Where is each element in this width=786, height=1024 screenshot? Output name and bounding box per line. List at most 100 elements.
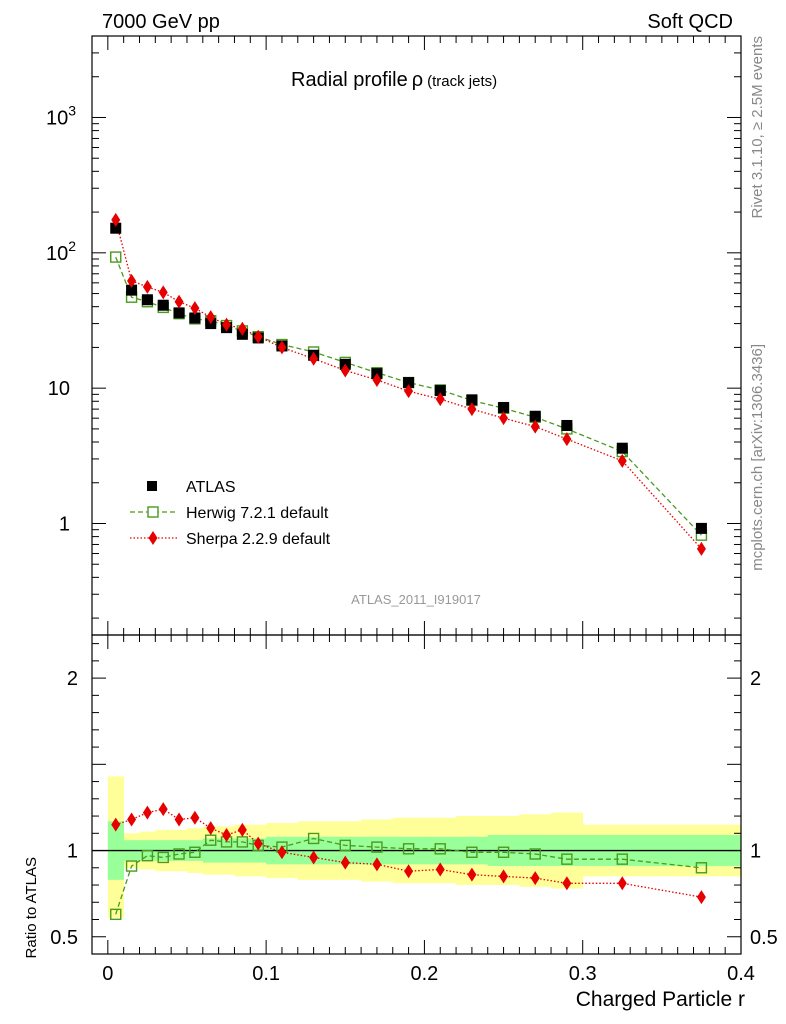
legend-herwig-label: Herwig 7.2.1 default bbox=[186, 505, 329, 522]
herwig-ratio-point bbox=[110, 908, 122, 921]
atlas-point bbox=[695, 522, 707, 534]
y-tick-label: 103 bbox=[46, 102, 76, 129]
sherpa-point bbox=[309, 351, 319, 366]
atlas-point bbox=[466, 394, 478, 406]
atlas-point bbox=[434, 385, 446, 397]
x-tick-label: 0.3 bbox=[569, 963, 597, 985]
herwig-ratio-point bbox=[616, 853, 628, 865]
sherpa-point bbox=[158, 285, 168, 300]
sherpa-ratio-point bbox=[404, 864, 414, 879]
legend-atlas-label: ATLAS bbox=[186, 479, 236, 496]
sherpa-ratio-point bbox=[435, 862, 445, 877]
herwig-ratio-point bbox=[141, 850, 154, 862]
sherpa-ratio-point bbox=[340, 855, 350, 870]
sherpa-point bbox=[142, 279, 152, 294]
ratio-plot-panel: 2 21 10.5 0.5 0 0.1 0.2 0.3 0.4 Ratio to ATLAS … bbox=[23, 634, 778, 1011]
atlas-point bbox=[403, 377, 415, 389]
process-label: Soft QCD bbox=[647, 11, 733, 33]
ratio-y-tick-label-right: 0.5 bbox=[750, 927, 778, 949]
sherpa-ratio-point bbox=[309, 850, 319, 865]
sherpa-ratio-point bbox=[372, 857, 382, 872]
ratio-y-tick-label: 2 bbox=[67, 668, 78, 690]
sherpa-point bbox=[206, 310, 216, 325]
ratio-y-tick-label: 0.5 bbox=[50, 927, 78, 949]
sherpa-ratio-point bbox=[237, 822, 247, 837]
x-tick-label: 0.2 bbox=[411, 963, 439, 985]
sherpa-point bbox=[404, 384, 414, 399]
atlas-point bbox=[173, 307, 185, 319]
sherpa-ratio-point bbox=[142, 805, 152, 820]
legend-sherpa-marker bbox=[148, 531, 158, 545]
sherpa-ratio-point bbox=[467, 867, 477, 882]
herwig-ratio-point bbox=[125, 860, 138, 872]
plot-title: Radial profile ρ (track jets) bbox=[291, 69, 497, 91]
sherpa-ratio-point bbox=[530, 871, 540, 886]
y-tick-label: 102 bbox=[46, 238, 76, 265]
sherpa-ratio-point bbox=[206, 821, 216, 836]
legend-sherpa-label: Sherpa 2.2.9 default bbox=[186, 531, 331, 548]
herwig-ratio-point bbox=[561, 853, 573, 865]
ratio-y-axis-label: Ratio to ATLAS bbox=[23, 857, 40, 958]
mcplots-reference-label: mcplots.cern.ch [arXiv:1306.3436] bbox=[749, 344, 766, 571]
herwig-ratio-point bbox=[529, 848, 541, 860]
ratio-y-tick-label-right: 2 bbox=[750, 668, 761, 690]
sherpa-ratio-point bbox=[127, 812, 137, 827]
sherpa-ratio-point bbox=[562, 876, 572, 891]
x-axis-label: Charged Particle r bbox=[576, 988, 745, 1011]
sherpa-ratio-point bbox=[253, 836, 263, 851]
sherpa-point bbox=[435, 392, 445, 407]
sherpa-point bbox=[562, 432, 572, 447]
herwig-ratio-point bbox=[497, 846, 510, 858]
sherpa-point bbox=[127, 273, 137, 288]
rivet-version-label: Rivet 3.1.10, ≥ 2.5M events bbox=[749, 36, 766, 219]
atlas-point bbox=[561, 419, 573, 431]
atlas-point bbox=[157, 299, 169, 311]
sherpa-point bbox=[190, 301, 200, 316]
herwig-ratio-point bbox=[339, 839, 351, 852]
sherpa-ratio-line bbox=[115, 808, 702, 898]
herwig-point bbox=[110, 251, 122, 263]
herwig-ratio-point bbox=[307, 832, 320, 845]
sherpa-ratio-point bbox=[174, 812, 184, 827]
sherpa-point bbox=[253, 329, 263, 344]
herwig-ratio-point bbox=[236, 836, 249, 848]
herwig-ratio-point bbox=[695, 862, 708, 874]
herwig-ratio-point bbox=[371, 841, 383, 853]
sherpa-ratio-point bbox=[499, 869, 509, 884]
y-tick-label: 10 bbox=[48, 378, 70, 400]
legend: ATLAS Herwig 7.2.1 default Sherpa 2.2.9 … bbox=[130, 479, 331, 548]
sherpa-ratio-point bbox=[277, 845, 287, 860]
sherpa-point bbox=[372, 372, 382, 387]
sherpa-point bbox=[237, 321, 247, 336]
energy-label: 7000 GeV pp bbox=[102, 11, 220, 33]
sherpa-point bbox=[277, 340, 287, 355]
sherpa-point bbox=[617, 453, 627, 468]
legend-atlas-marker bbox=[147, 481, 157, 491]
ratio-y-tick-label-right: 1 bbox=[750, 841, 761, 863]
herwig-ratio-point bbox=[173, 848, 185, 860]
analysis-id-label: ATLAS_2011_I919017 bbox=[351, 592, 481, 607]
ratio-plot-frame bbox=[91, 634, 742, 955]
y-tick-label: 1 bbox=[59, 513, 70, 535]
sherpa-point bbox=[174, 294, 184, 309]
herwig-ratio-point bbox=[189, 846, 201, 858]
x-tick-label: 0 bbox=[102, 963, 113, 985]
herwig-ratio-point bbox=[434, 843, 446, 855]
sherpa-ratio-point bbox=[158, 802, 168, 817]
atlas-point bbox=[189, 312, 201, 324]
herwig-ratio-point bbox=[466, 846, 478, 858]
sherpa-point bbox=[111, 212, 121, 227]
atlas-point bbox=[126, 284, 138, 296]
sherpa-point bbox=[467, 402, 477, 417]
sherpa-ratio-point bbox=[190, 810, 200, 825]
x-tick-label: 0.4 bbox=[727, 963, 755, 985]
atlas-point bbox=[498, 401, 510, 413]
sherpa-ratio-point bbox=[111, 817, 121, 832]
atlas-point bbox=[141, 294, 153, 306]
sherpa-point bbox=[696, 541, 706, 556]
sherpa-series-line bbox=[115, 219, 702, 550]
sherpa-point bbox=[340, 363, 350, 378]
herwig-ratio-point bbox=[157, 851, 169, 864]
